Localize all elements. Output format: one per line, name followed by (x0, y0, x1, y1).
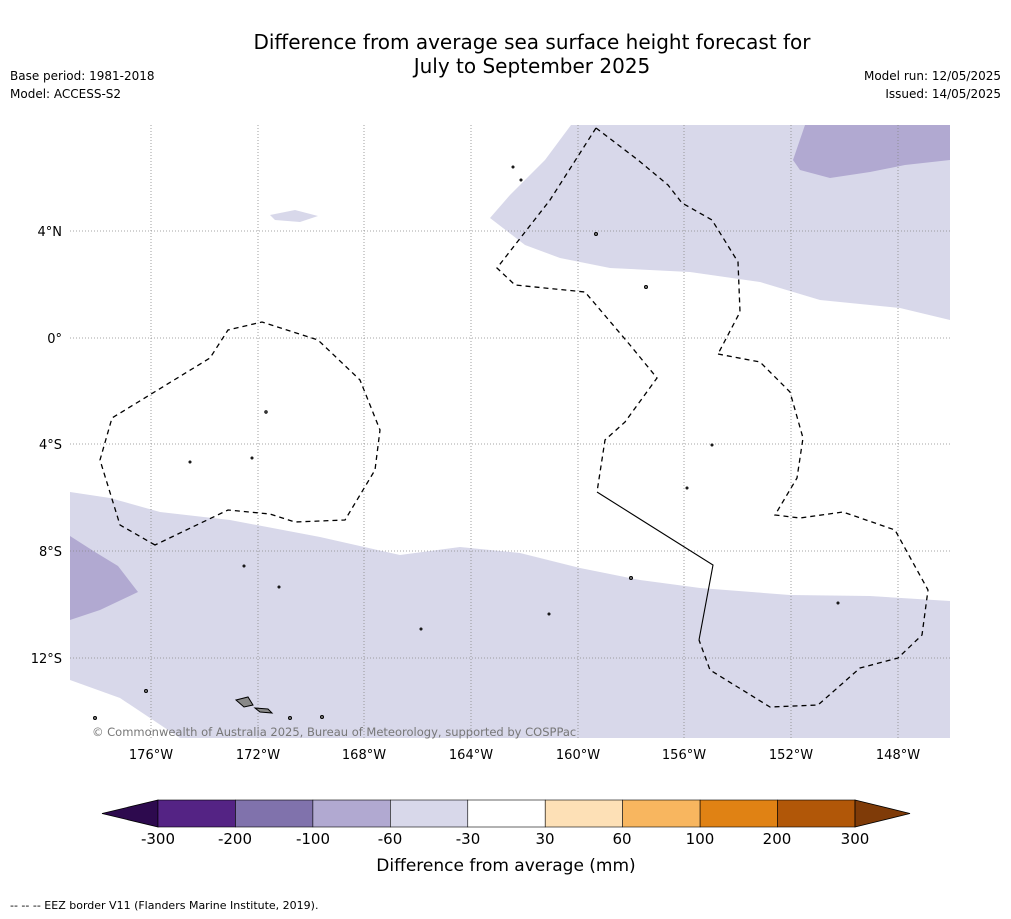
colorbar-label: Difference from average (mm) (376, 856, 635, 876)
colorbar-tick: 300 (841, 830, 870, 848)
lon-label: 156°W (662, 748, 706, 763)
colorbar-tick: -100 (296, 830, 330, 848)
colorbar-swatch (777, 799, 856, 828)
lat-label: 12°S (31, 652, 62, 667)
islands (93, 165, 840, 720)
colorbar-tick: 100 (686, 830, 715, 848)
colorbar-swatch (467, 799, 546, 828)
colorbar-swatches (101, 799, 911, 828)
colorbar-swatch (622, 799, 701, 828)
meta-left: Base period: 1981-2018 Model: ACCESS-S2 (10, 67, 155, 103)
eez-tokelau (99, 321, 381, 546)
lon-label: 168°W (342, 748, 386, 763)
model-run: Model run: 12/05/2025 (863, 69, 1001, 83)
eez-borders (99, 127, 929, 708)
lon-label: 160°W (556, 748, 600, 763)
colorbar-extend-min (101, 799, 159, 828)
island-dot (250, 456, 254, 460)
shade-south-light (70, 492, 950, 738)
colorbar-swatch (390, 799, 469, 828)
model-name: Model: ACCESS-S2 (10, 87, 122, 101)
island-dot (644, 285, 648, 289)
lat-labels: 4°N 0° 4°S 8°S 12°S (31, 225, 62, 667)
island-dot (277, 585, 281, 589)
lon-label: 148°W (876, 748, 920, 763)
colorbar-ticks: -300 -200 -100 -60 -30 30 60 100 200 300 (141, 830, 869, 848)
island-dot (629, 576, 633, 580)
island-dot (93, 716, 97, 720)
island-dot (511, 165, 515, 169)
colorbar-tick: -60 (378, 830, 403, 848)
lon-label: 164°W (449, 748, 493, 763)
colorbar-tick: -200 (218, 830, 252, 848)
lat-label: 0° (47, 332, 62, 347)
colorbar-tick: -300 (141, 830, 175, 848)
colorbar-tick: 200 (763, 830, 792, 848)
island-dot (320, 715, 324, 719)
lat-label: 8°S (39, 545, 62, 560)
colorbar-extend-max (854, 799, 911, 828)
map-svg: 4°N 0° 4°S 8°S 12°S 176°W 172°W 168°W 16… (31, 125, 950, 763)
island-dot (419, 627, 423, 631)
island-dot (242, 564, 246, 568)
lon-labels: 176°W 172°W 168°W 164°W 160°W 156°W 152°… (129, 748, 920, 763)
title-line-1: Difference from average sea surface heig… (253, 30, 811, 54)
shade-small-blob (270, 210, 318, 222)
eez-east (698, 353, 929, 708)
island-dot (519, 178, 523, 182)
footer-legend: -- -- -- EEZ border V11 (Flanders Marine… (10, 899, 319, 912)
island-samoa-upolu (234, 696, 254, 708)
island-dot (144, 689, 148, 693)
island-dot (594, 232, 598, 236)
colorbar-swatch (235, 799, 314, 828)
colorbar-tick: -30 (456, 830, 481, 848)
eez-line-islands-west (496, 127, 658, 493)
island-dot (188, 460, 192, 464)
island-dot (547, 612, 551, 616)
colorbar-tick: 30 (535, 830, 554, 848)
island-dot (685, 486, 689, 490)
copyright-text: © Commonwealth of Australia 2025, Bureau… (92, 725, 576, 739)
meta-right: Model run: 12/05/2025 Issued: 14/05/2025 (864, 67, 1001, 103)
lon-label: 152°W (769, 748, 813, 763)
base-period: Base period: 1981-2018 (10, 69, 155, 83)
issued-date: Issued: 14/05/2025 (885, 87, 1001, 101)
colorbar-swatch (157, 799, 236, 828)
graticule (70, 125, 950, 738)
island-samoa-tutuila (253, 707, 274, 714)
island-dot (288, 716, 292, 720)
colorbar-swatch (699, 799, 778, 828)
chart-title: Difference from average sea surface heig… (0, 30, 1011, 78)
island-dot (264, 410, 268, 414)
lon-label: 176°W (129, 748, 173, 763)
colorbar-swatch (544, 799, 623, 828)
title-line-2: July to September 2025 (413, 54, 651, 78)
colorbar-tick: 60 (612, 830, 631, 848)
lat-label: 4°S (39, 438, 62, 453)
shade-north-dark (793, 125, 950, 178)
shade-south-dark (70, 536, 138, 620)
island-dot (836, 601, 840, 605)
colorbar-swatch (312, 799, 391, 828)
lat-label: 4°N (38, 225, 63, 240)
map-area: 4°N 0° 4°S 8°S 12°S 176°W 172°W 168°W 16… (31, 125, 950, 763)
colorbar: -300 -200 -100 -60 -30 30 60 100 200 300… (101, 799, 911, 876)
lon-label: 172°W (236, 748, 280, 763)
eez-solid-boundary (596, 491, 714, 641)
island-dot (710, 443, 714, 447)
